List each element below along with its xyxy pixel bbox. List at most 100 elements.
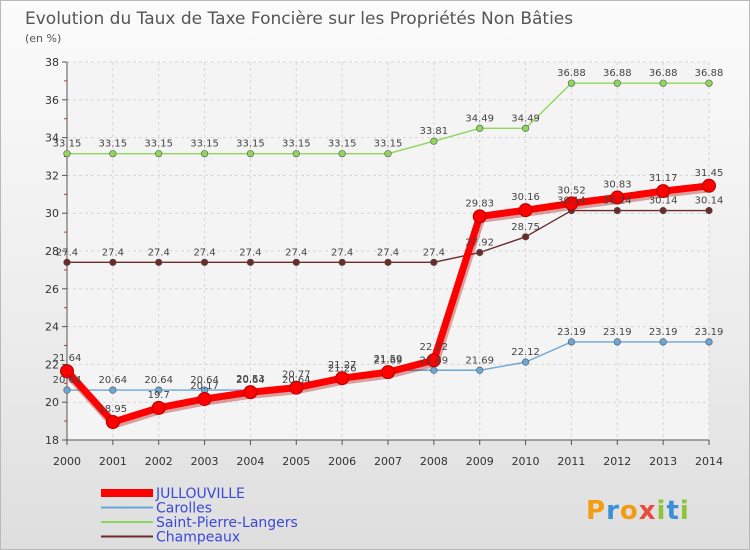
x-tick-label: 2009 (466, 455, 494, 468)
data-label-jullouville: 31.45 (695, 168, 724, 179)
data-label-jullouville: 22.22 (420, 342, 449, 353)
data-point-carolles (155, 386, 163, 394)
data-label-champeaux: 27.4 (102, 247, 124, 258)
x-tick-label: 2012 (603, 455, 631, 468)
data-point-jullouville (656, 184, 671, 199)
data-label-champeaux: 30.14 (603, 196, 632, 207)
data-label-champeaux: 27.4 (377, 247, 399, 258)
x-tick-label: 2004 (236, 455, 264, 468)
y-tick-label: 26 (45, 283, 59, 296)
logo-letter: t (666, 496, 679, 526)
proxiti-logo: Proxiti (586, 496, 689, 526)
y-tick-label: 36 (45, 94, 59, 107)
data-point-saint-pierre-langers (567, 79, 576, 87)
chart-subtitle: (en %) (25, 32, 61, 45)
legend-label-carolles: Carolles (156, 501, 212, 517)
y-tick-label: 20 (45, 396, 59, 409)
data-point-jullouville (335, 371, 350, 386)
data-label-saint-pierre-langers: 33.15 (236, 139, 265, 150)
data-point-carolles (430, 366, 438, 374)
data-point-jullouville (151, 400, 166, 415)
chart-title: Evolution du Taux de Taxe Foncière sur l… (25, 9, 573, 29)
data-point-champeaux (705, 206, 713, 215)
x-tick-label: 2011 (557, 455, 585, 468)
data-label-champeaux: 30.14 (649, 196, 678, 207)
x-tick-label: 2000 (53, 455, 81, 468)
data-point-carolles (705, 338, 713, 346)
logo-letter: o (620, 496, 639, 526)
data-label-champeaux: 30.14 (695, 196, 724, 207)
data-label-carolles: 21.26 (328, 363, 357, 374)
data-label-carolles: 22.12 (511, 347, 540, 358)
data-point-saint-pierre-langers (476, 124, 484, 132)
data-point-jullouville (564, 196, 579, 211)
legend: JULLOUVILLECarollesSaint-Pierre-LangersC… (101, 486, 298, 546)
data-point-carolles (476, 366, 484, 374)
data-label-saint-pierre-langers: 33.15 (374, 139, 403, 150)
data-point-saint-pierre-langers (246, 150, 255, 158)
data-label-jullouville: 30.16 (511, 192, 540, 203)
data-label-carolles: 23.19 (695, 327, 724, 338)
data-label-champeaux: 30.14 (557, 196, 586, 207)
data-label-saint-pierre-langers: 36.88 (649, 68, 678, 79)
data-point-carolles (63, 386, 71, 394)
data-point-saint-pierre-langers (613, 79, 621, 87)
data-point-jullouville (60, 364, 74, 379)
data-label-carolles: 20.64 (282, 375, 311, 386)
data-point-saint-pierre-langers (200, 150, 209, 158)
data-label-carolles: 21.69 (420, 355, 449, 366)
x-tick-label: 2002 (145, 455, 173, 468)
data-label-saint-pierre-langers: 33.81 (420, 126, 449, 137)
data-point-champeaux (246, 258, 255, 266)
data-label-jullouville: 20.77 (282, 370, 311, 381)
data-label-jullouville: 29.83 (465, 198, 494, 209)
y-tick-label: 22 (45, 358, 59, 371)
data-point-saint-pierre-langers (109, 150, 117, 158)
data-label-champeaux: 27.4 (239, 247, 261, 258)
data-point-carolles (521, 358, 530, 366)
data-point-champeaux (338, 258, 346, 266)
logo-letter: r (606, 496, 620, 526)
data-label-champeaux: 27.4 (148, 247, 170, 258)
data-label-champeaux: 27.4 (423, 247, 445, 258)
legend-label-champeaux: Champeaux (156, 530, 240, 546)
data-label-carolles: 20.64 (53, 375, 82, 386)
data-label-jullouville: 30.52 (557, 185, 586, 196)
x-tick-label: 2014 (695, 455, 723, 468)
data-point-champeaux (476, 248, 484, 257)
y-tick-label: 32 (45, 169, 59, 182)
x-tick-label: 2006 (328, 455, 356, 468)
data-point-jullouville (426, 353, 441, 368)
y-tick-label: 24 (45, 321, 59, 334)
data-point-jullouville (702, 178, 716, 193)
data-label-jullouville: 21.64 (53, 353, 82, 364)
logo-letter: x (639, 496, 657, 526)
data-point-champeaux (521, 233, 530, 241)
data-label-saint-pierre-langers: 33.15 (144, 139, 173, 150)
data-point-champeaux (200, 258, 209, 266)
y-tick-label: 30 (45, 207, 59, 220)
data-point-jullouville (381, 365, 395, 380)
data-label-carolles: 23.19 (557, 327, 586, 338)
x-tick-label: 2007 (374, 455, 402, 468)
x-tick-label: 2001 (99, 455, 127, 468)
data-label-champeaux: 27.92 (465, 238, 494, 249)
x-tick-label: 2008 (420, 455, 448, 468)
data-point-saint-pierre-langers (63, 150, 71, 158)
data-label-jullouville: 30.83 (603, 180, 632, 191)
legend-label-saint-pierre-langers: Saint-Pierre-Langers (156, 515, 298, 531)
data-label-saint-pierre-langers: 33.15 (328, 139, 357, 150)
y-tick-label: 34 (45, 132, 59, 145)
data-point-jullouville (518, 203, 533, 218)
data-point-saint-pierre-langers (430, 137, 438, 145)
data-point-champeaux (155, 258, 163, 266)
x-tick-label: 2013 (649, 455, 677, 468)
data-point-carolles (109, 386, 117, 394)
data-label-carolles: 20.64 (190, 375, 219, 386)
data-point-saint-pierre-langers (292, 150, 300, 158)
data-label-saint-pierre-langers: 33.15 (99, 139, 128, 150)
data-label-champeaux: 27.4 (285, 247, 307, 258)
data-label-saint-pierre-langers: 34.49 (511, 113, 540, 124)
data-label-jullouville: 20.17 (190, 381, 219, 392)
data-label-saint-pierre-langers: 36.88 (695, 68, 724, 79)
